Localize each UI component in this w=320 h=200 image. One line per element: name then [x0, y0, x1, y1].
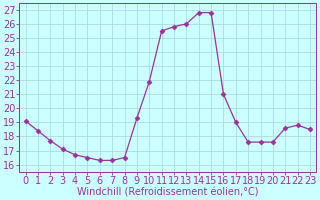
X-axis label: Windchill (Refroidissement éolien,°C): Windchill (Refroidissement éolien,°C) [77, 187, 259, 197]
